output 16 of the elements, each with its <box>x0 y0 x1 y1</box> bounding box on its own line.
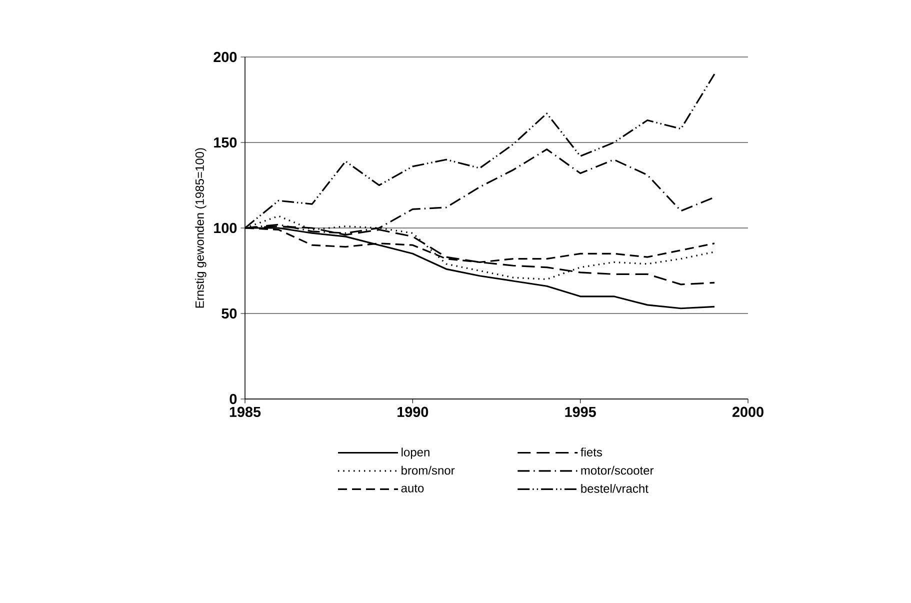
x-tick-label: 1990 <box>398 406 428 417</box>
x-tick-label: 2000 <box>732 406 764 417</box>
y-tick-label: 200 <box>214 52 237 62</box>
legend-label: motor/scooter <box>581 466 654 475</box>
legend-label: auto <box>401 484 424 492</box>
legend-label: fiets <box>580 448 602 456</box>
y-tick-label: 100 <box>214 222 237 234</box>
legend-label: brom/snor <box>402 466 455 475</box>
y-axis-title: Ernstig gewonden (1985=100) <box>195 148 206 308</box>
x-tick-label: 1985 <box>230 406 261 417</box>
legend-label: lopen <box>402 448 430 459</box>
x-tick-label: 1995 <box>565 406 596 417</box>
y-tick-label: 150 <box>214 137 237 148</box>
y-tick-label: 50 <box>222 308 237 319</box>
y-tick-label: 0 <box>230 394 237 404</box>
legend-label: bestel/vracht <box>581 484 648 493</box>
